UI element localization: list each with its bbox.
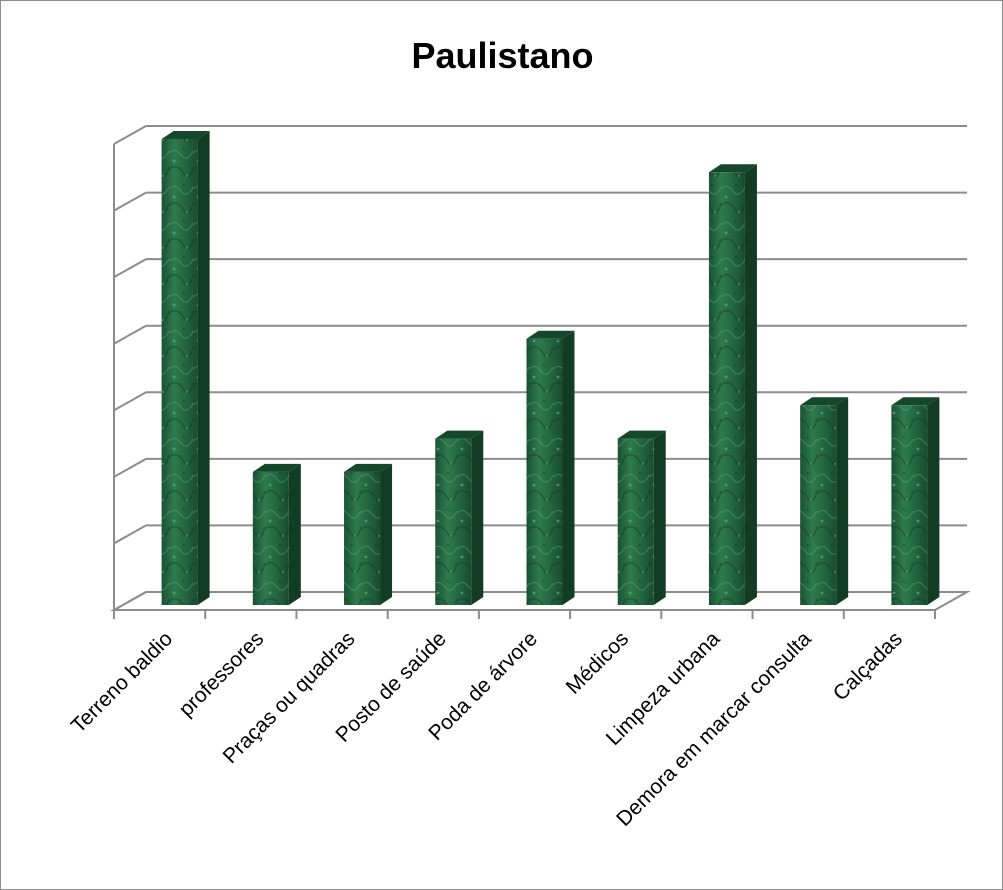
bar-texture — [708, 172, 745, 606]
category-label: Demora em marcar consulta — [612, 627, 816, 831]
bar-texture — [435, 438, 472, 605]
bars — [161, 131, 940, 606]
gridline-side — [113, 258, 147, 279]
category-label: professores — [175, 627, 269, 721]
gridline-side — [113, 457, 147, 478]
category-label: Calçadas — [829, 627, 907, 705]
bar-texture — [800, 405, 837, 605]
bar-side — [471, 430, 484, 605]
bar-texture — [891, 405, 928, 605]
category-axis — [113, 144, 936, 619]
bar-texture — [617, 438, 654, 605]
bar-top — [526, 330, 575, 339]
bar — [344, 463, 393, 605]
chart-title: Paulistano — [411, 35, 594, 76]
bar-side — [836, 397, 849, 605]
bar-side — [288, 463, 301, 605]
bar — [708, 164, 757, 606]
gridline-side — [113, 324, 147, 345]
bar-top — [435, 430, 484, 439]
bar — [617, 430, 666, 605]
category-label: Terreno baldio — [67, 627, 177, 737]
gridline-side — [113, 524, 147, 545]
bar — [435, 430, 484, 605]
bar-side — [744, 164, 757, 606]
bar-top — [161, 131, 210, 139]
bar-top — [252, 463, 301, 472]
bar — [161, 131, 210, 605]
category-label: Médicos — [562, 627, 634, 699]
bar-top — [800, 397, 849, 406]
gridline-side — [113, 191, 147, 212]
bar — [526, 330, 575, 605]
gridline-side — [113, 125, 147, 145]
bar-texture — [252, 471, 289, 605]
bar-texture — [526, 338, 563, 605]
bar-side — [197, 131, 210, 605]
bar-top — [344, 463, 393, 472]
bar — [252, 463, 301, 605]
bar — [891, 397, 940, 605]
bar-top — [891, 397, 940, 406]
bar — [800, 397, 849, 605]
bar-texture — [344, 471, 381, 605]
bar-side — [380, 463, 393, 605]
bar-top — [708, 164, 757, 173]
bar-side — [562, 330, 575, 605]
bar-side — [653, 430, 666, 605]
bar-side — [927, 397, 940, 605]
gridline-side — [113, 391, 147, 412]
bar-texture — [161, 139, 198, 605]
bar-top — [617, 430, 666, 439]
